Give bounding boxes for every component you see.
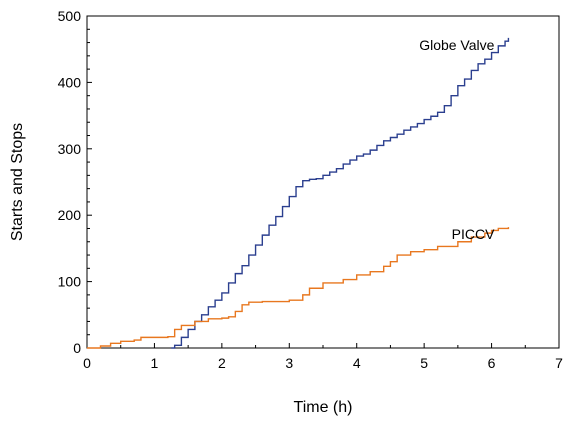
y-tick-label: 0 xyxy=(73,340,81,356)
x-tick-label: 6 xyxy=(488,355,496,371)
y-axis-title: Starts and Stops xyxy=(9,123,26,241)
x-tick-label: 5 xyxy=(420,355,428,371)
axis-ticks: 0 1 2 3 4 5 6 7 0 100 200 300 400 500 xyxy=(58,8,563,371)
y-tick-label: 400 xyxy=(58,74,82,90)
series-line-globe-valve xyxy=(171,37,510,349)
series-label-piccv: PICCV xyxy=(452,226,495,242)
series-line-piccv xyxy=(87,227,510,349)
x-tick-label: 3 xyxy=(285,355,293,371)
y-tick-label: 200 xyxy=(58,207,82,223)
plot-area xyxy=(86,15,560,349)
x-tick-label: 2 xyxy=(218,355,226,371)
series-label-globe-valve: Globe Valve xyxy=(419,37,494,53)
series-group xyxy=(87,37,510,349)
x-tick-label: 7 xyxy=(555,355,563,371)
x-tick-label: 0 xyxy=(83,355,91,371)
y-tick-label: 100 xyxy=(58,274,82,290)
y-tick-label: 500 xyxy=(58,8,82,24)
x-tick-label: 4 xyxy=(353,355,361,371)
x-tick-label: 1 xyxy=(151,355,159,371)
series-labels: Globe Valve PICCV xyxy=(419,37,495,242)
x-axis-title: Time (h) xyxy=(294,399,353,416)
y-tick-label: 300 xyxy=(58,141,82,157)
